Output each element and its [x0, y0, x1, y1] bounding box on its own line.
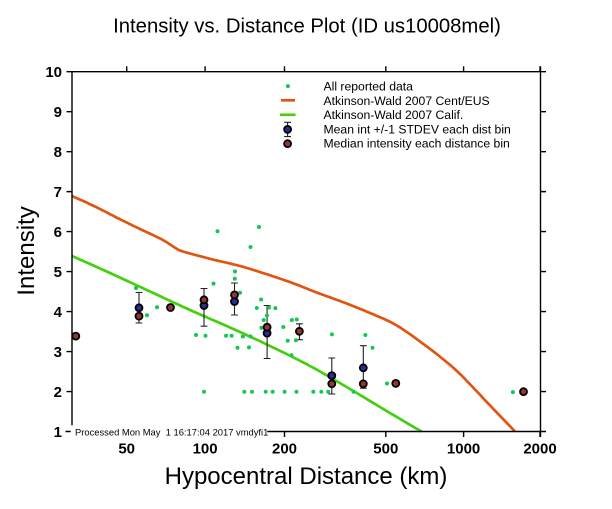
svg-text:2000: 2000 — [523, 440, 556, 457]
svg-text:4: 4 — [54, 304, 63, 321]
svg-text:Atkinson-Wald 2007 Calif.: Atkinson-Wald 2007 Calif. — [324, 108, 464, 122]
svg-text:Intensity: Intensity — [13, 206, 40, 295]
svg-text:All reported data: All reported data — [324, 80, 414, 94]
svg-text:Median intensity each distance: Median intensity each distance bin — [324, 137, 510, 151]
svg-text:10: 10 — [45, 64, 62, 81]
svg-text:7: 7 — [54, 184, 62, 201]
svg-text:2: 2 — [54, 384, 62, 401]
svg-text:6: 6 — [54, 224, 62, 241]
svg-text:1000: 1000 — [447, 440, 480, 457]
svg-text:50: 50 — [118, 440, 135, 457]
svg-text:8: 8 — [54, 144, 62, 161]
svg-text:Mean int +/-1 STDEV each dist: Mean int +/-1 STDEV each dist bin — [324, 122, 511, 136]
svg-text:Atkinson-Wald 2007 Cent/EUS: Atkinson-Wald 2007 Cent/EUS — [324, 94, 490, 108]
svg-text:1: 1 — [54, 424, 62, 441]
svg-text:Processed Mon May 1 16:17:04: Processed Mon May 1 16:17:04 2017 vmdyfi… — [75, 426, 268, 437]
svg-text:9: 9 — [54, 104, 62, 121]
svg-text:Hypocentral Distance (km): Hypocentral Distance (km) — [165, 463, 448, 490]
svg-text:500: 500 — [373, 440, 398, 457]
svg-text:Intensity vs. Distance Plot (I: Intensity vs. Distance Plot (ID us10008m… — [113, 16, 501, 38]
svg-text:3: 3 — [54, 344, 62, 361]
svg-text:5: 5 — [54, 264, 62, 281]
svg-text:100: 100 — [193, 440, 218, 457]
svg-text:200: 200 — [272, 440, 297, 457]
